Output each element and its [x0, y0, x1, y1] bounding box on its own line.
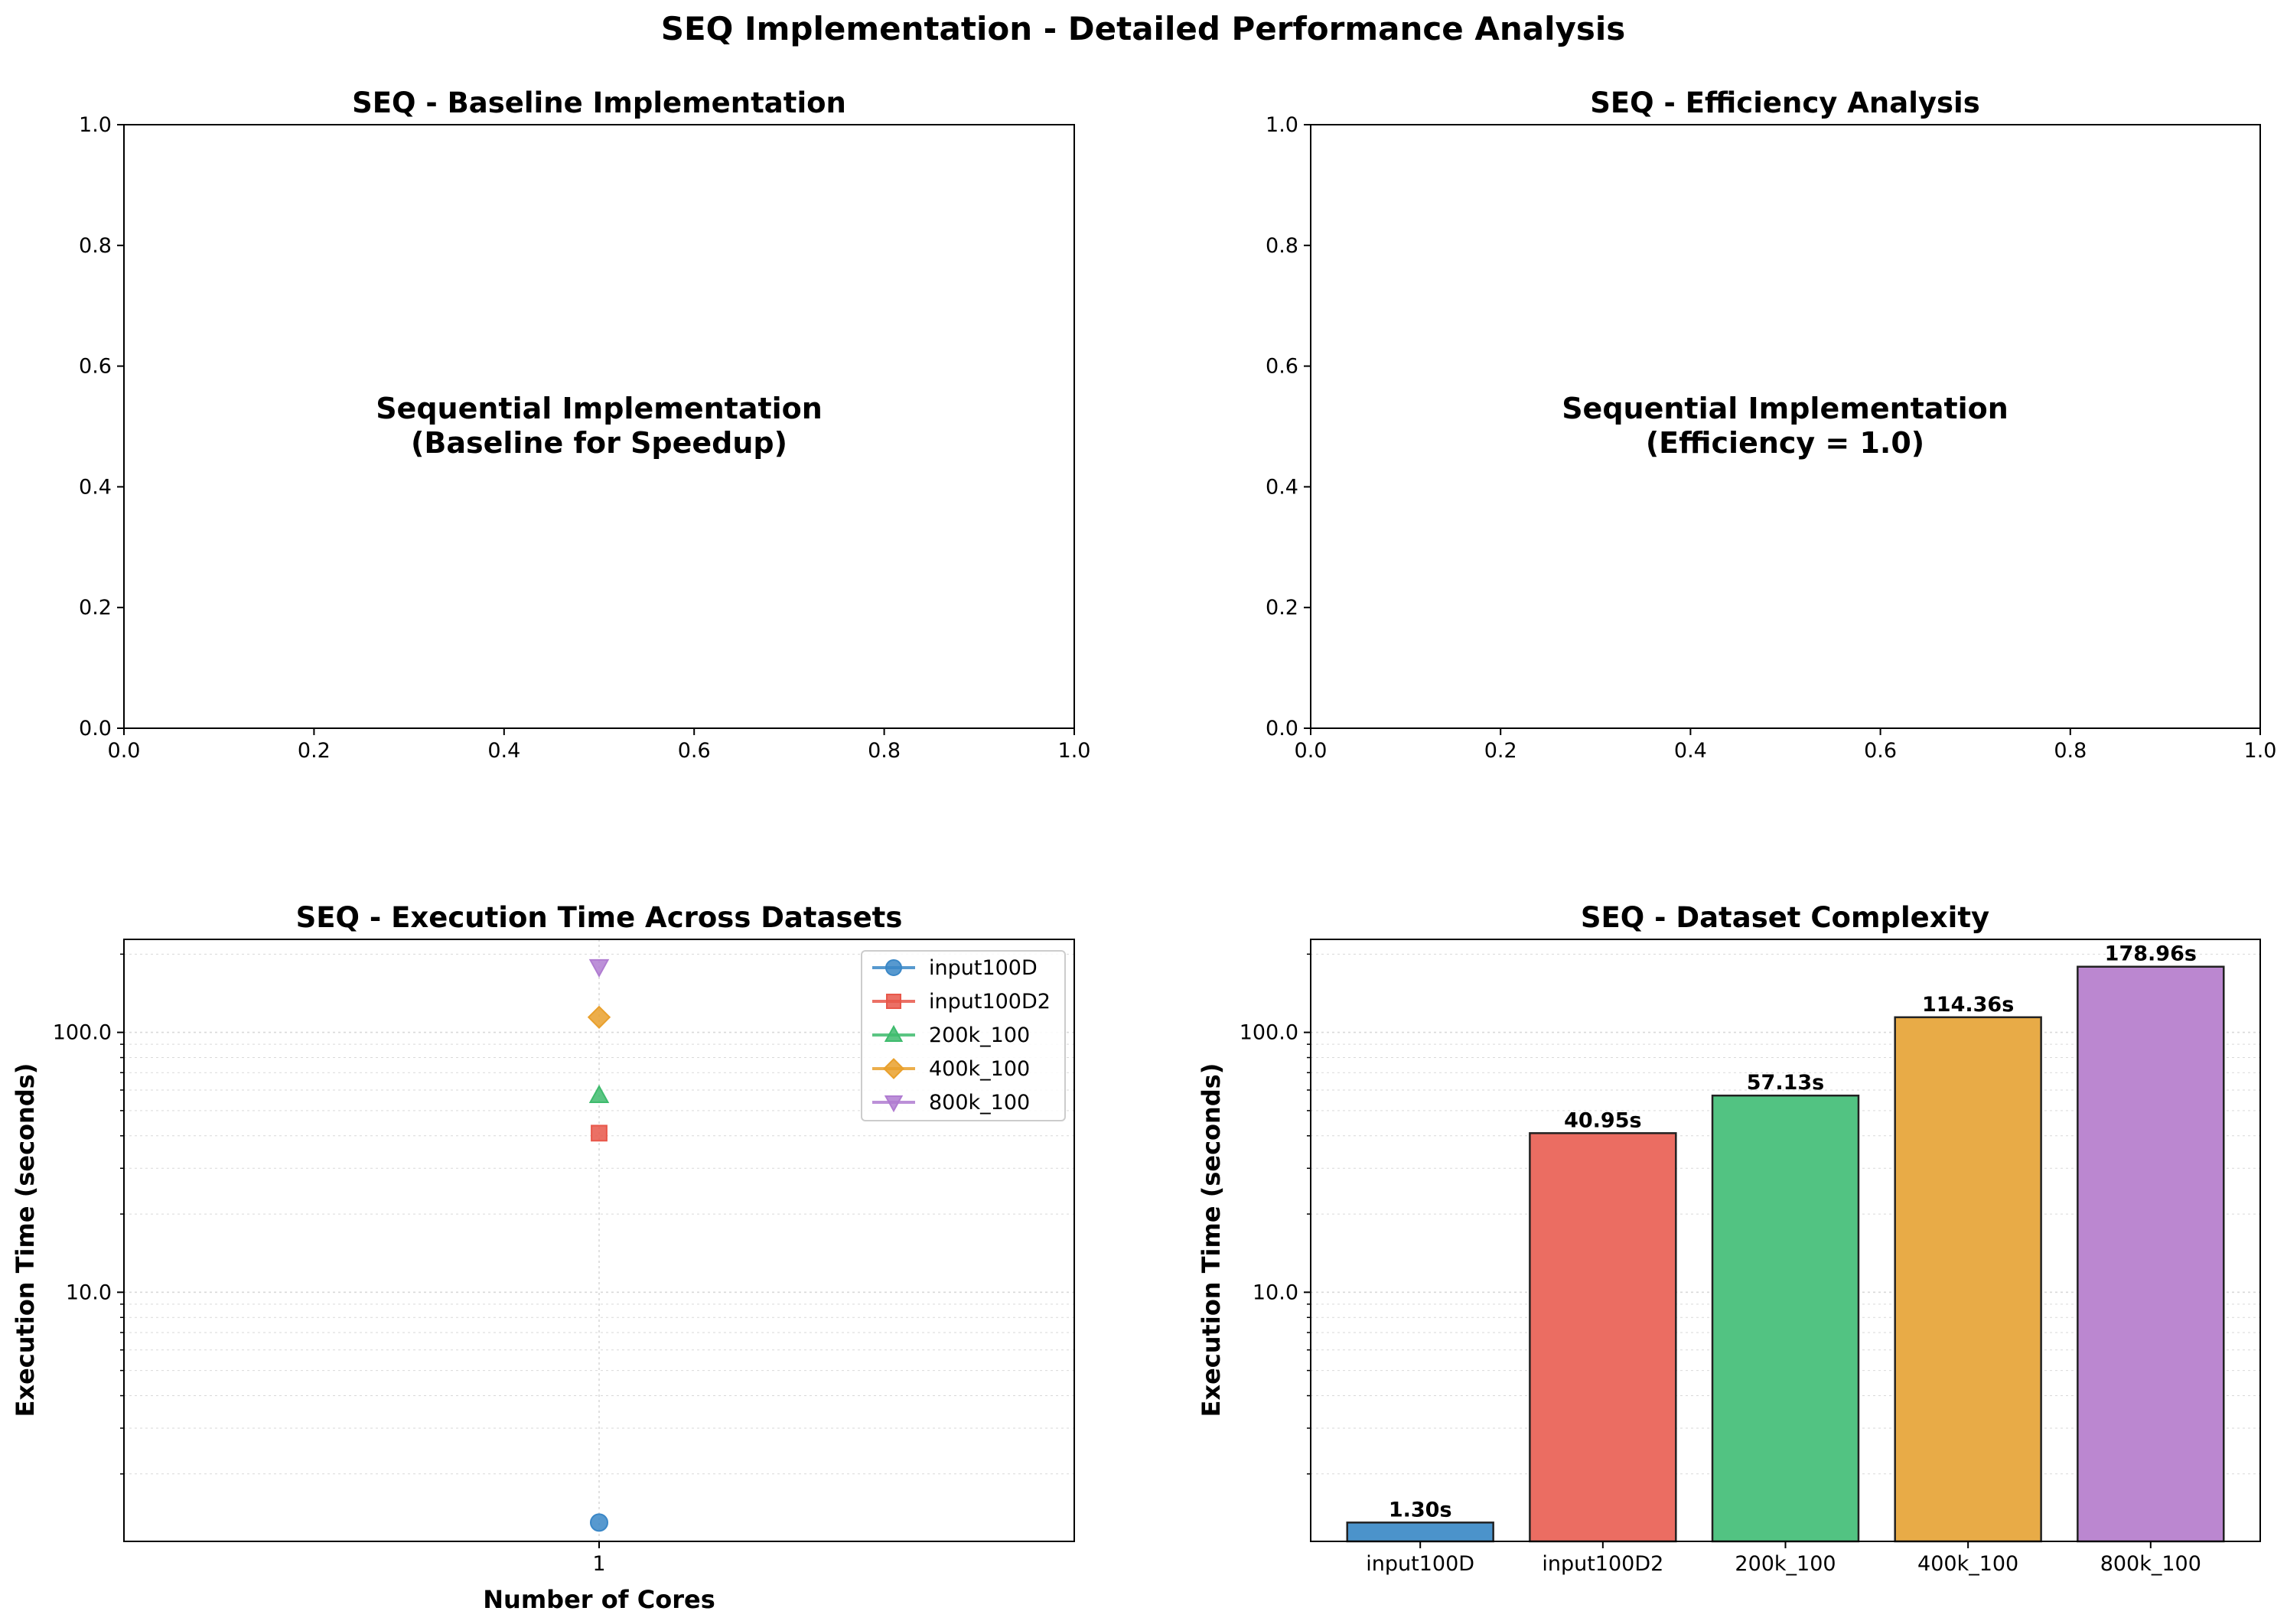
x-tick-label: input100D2 — [1542, 1552, 1663, 1576]
bar — [1711, 1094, 1860, 1543]
data-point — [591, 1124, 608, 1142]
x-tick-label: 200k_100 — [1735, 1552, 1836, 1576]
bar-value-label: 1.30s — [1389, 1498, 1452, 1521]
panel-execution-time-ylabel: Execution Time (seconds) — [11, 1063, 40, 1417]
y-tick-label: 0.2 — [1266, 596, 1298, 620]
x-tick-label: 0.4 — [1674, 739, 1707, 763]
legend-marker — [886, 994, 901, 1009]
panel-execution-time-legend: input100D input100D2 200k_100 400k_100 800k_… — [861, 950, 1066, 1121]
x-tick-label: input100D — [1366, 1552, 1474, 1576]
x-tick-label: 0.2 — [298, 739, 331, 763]
panel-dataset-complexity-ylabel: Execution Time (seconds) — [1197, 1063, 1226, 1417]
panel-baseline-axes — [123, 124, 1075, 729]
x-tick-label: 0.8 — [2054, 739, 2087, 763]
panel-efficiency-annotation-line1: Sequential Implementation — [1562, 392, 2008, 425]
y-tick-label: 0.4 — [79, 475, 112, 499]
panel-baseline-title: SEQ - Baseline Implementation — [352, 86, 846, 119]
bar — [1894, 1016, 2042, 1543]
y-tick-label: 0.8 — [79, 234, 112, 258]
x-tick-label: 1.0 — [1058, 739, 1091, 763]
panel-dataset-complexity-axes — [1310, 939, 2261, 1542]
figure-title: SEQ Implementation - Detailed Performanc… — [661, 10, 1626, 47]
panel-efficiency-title: SEQ - Efficiency Analysis — [1590, 86, 1980, 119]
y-tick-label: 1.0 — [79, 113, 112, 137]
bar-value-label: 57.13s — [1747, 1071, 1824, 1095]
x-tick-label: 0.6 — [678, 739, 711, 763]
bar — [2077, 965, 2225, 1543]
y-tick-label: 10.0 — [66, 1281, 112, 1304]
y-tick-label: 0.6 — [1266, 355, 1298, 379]
panel-efficiency: SEQ - Efficiency Analysis 0.0 0.2 0.4 0.6 0.… — [1266, 86, 2276, 763]
bar-value-label: 40.95s — [1564, 1108, 1641, 1132]
x-tick-label: 1.0 — [2244, 739, 2277, 763]
data-point — [588, 1085, 610, 1104]
bar — [1346, 1521, 1494, 1543]
legend-marker — [883, 1058, 904, 1079]
y-tick-label: 0.0 — [79, 717, 112, 740]
y-tick-label: 100.0 — [53, 1021, 112, 1045]
x-tick-label: 800k_100 — [2100, 1552, 2201, 1576]
panel-efficiency-axes — [1310, 124, 2261, 729]
legend-label: 200k_100 — [929, 1024, 1030, 1047]
panel-dataset-complexity-title: SEQ - Dataset Complexity — [1581, 901, 1989, 934]
x-tick-label: 0.2 — [1484, 739, 1517, 763]
legend-label: input100D2 — [929, 990, 1051, 1014]
x-tick-label: 0.6 — [1864, 739, 1897, 763]
legend-marker — [884, 1095, 904, 1113]
x-tick-label: 0.8 — [868, 739, 901, 763]
y-tick-label: 0.4 — [1266, 475, 1298, 499]
y-tick-label: 10.0 — [1253, 1281, 1298, 1304]
x-tick-label: 0.0 — [108, 739, 141, 763]
y-tick-label: 100.0 — [1240, 1021, 1298, 1045]
panel-execution-time-title: SEQ - Execution Time Across Datasets — [296, 901, 903, 934]
legend-marker — [885, 959, 902, 976]
x-tick-label: 0.4 — [487, 739, 520, 763]
panel-execution-time-axes — [123, 939, 1075, 1542]
y-tick-label: 0.0 — [1266, 717, 1298, 740]
x-tick-label: 400k_100 — [1917, 1552, 2018, 1576]
panel-execution-time-xlabel: Number of Cores — [483, 1585, 715, 1614]
panel-baseline-annotation-line2: (Baseline for Speedup) — [411, 426, 787, 460]
panel-baseline-annotation-line1: Sequential Implementation — [376, 392, 823, 425]
panel-baseline: SEQ - Baseline Implementation 0.0 0.2 0.4 0… — [79, 86, 1090, 763]
y-tick-label: 0.6 — [79, 355, 112, 379]
legend-label: 400k_100 — [929, 1057, 1030, 1081]
x-tick-label: 1 — [592, 1552, 605, 1576]
legend-label: input100D — [929, 956, 1038, 980]
y-tick-label: 0.8 — [1266, 234, 1298, 258]
bar — [1529, 1132, 1677, 1543]
data-point — [588, 958, 610, 978]
bar-value-label: 114.36s — [1922, 993, 2014, 1017]
panel-dataset-complexity: SEQ - Dataset Complexity 1.30s 40.95s 57.1… — [1197, 901, 2261, 1576]
y-tick-label: 1.0 — [1266, 113, 1298, 137]
legend-marker — [884, 1024, 904, 1042]
bar-value-label: 178.96s — [2105, 942, 2197, 966]
x-tick-label: 0.0 — [1295, 739, 1328, 763]
data-point — [590, 1513, 608, 1532]
legend-label: 800k_100 — [929, 1091, 1030, 1115]
data-point — [587, 1005, 611, 1029]
y-tick-label: 0.2 — [79, 596, 112, 620]
panel-efficiency-annotation-line2: (Efficiency = 1.0) — [1646, 426, 1924, 460]
panel-execution-time: SEQ - Execution Time Across Datasets 10.… — [11, 901, 1075, 1614]
